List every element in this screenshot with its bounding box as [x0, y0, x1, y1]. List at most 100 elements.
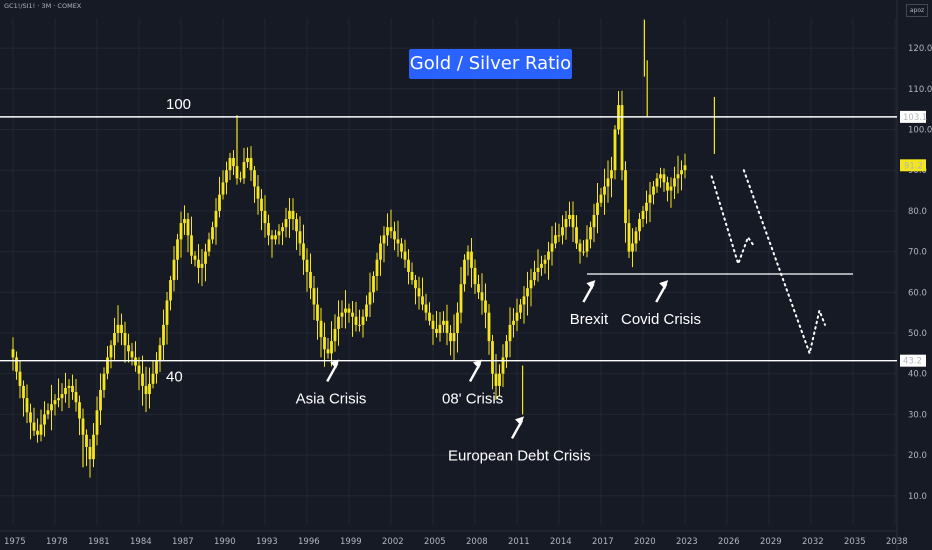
y-tick-label: 30.0	[908, 410, 927, 420]
candle-body	[487, 312, 491, 342]
y-tick-label: 70.0	[908, 248, 927, 258]
candle-body	[158, 345, 162, 362]
candle-body	[288, 210, 291, 220]
candle-body	[365, 304, 368, 317]
x-tick-label: 2002	[382, 537, 404, 547]
candle-body	[130, 351, 134, 358]
candle-body	[239, 178, 242, 180]
level-label-100: 100	[166, 96, 191, 113]
candle-body	[431, 320, 435, 329]
candle-body	[550, 243, 554, 252]
candle-body	[64, 387, 67, 395]
candle-body	[683, 165, 687, 171]
x-tick-label: 1981	[88, 537, 110, 547]
candle-body	[515, 312, 519, 321]
annotation-label: Brexit	[570, 311, 609, 328]
candle-body	[631, 243, 634, 252]
candle-body	[445, 320, 449, 333]
candle-body	[627, 223, 631, 252]
current-price-tag: 91.2	[904, 161, 923, 171]
candle-body	[396, 239, 400, 244]
candle-body	[610, 170, 613, 179]
x-tick-label: 1975	[4, 537, 26, 547]
candle-body	[179, 223, 183, 240]
y-tick-label: 50.0	[908, 329, 927, 339]
candle-body	[452, 333, 456, 342]
candle-body	[389, 227, 393, 232]
candle-body	[284, 219, 288, 228]
candle-body	[421, 296, 424, 305]
annotation-arrowhead	[515, 416, 524, 426]
candle-body	[333, 328, 337, 342]
x-tick-label: 2029	[760, 537, 782, 547]
candle-body	[393, 231, 396, 240]
candle-body	[449, 333, 452, 342]
candle-body	[25, 398, 29, 413]
x-tick-label: 2017	[592, 537, 614, 547]
candle-body	[298, 231, 302, 244]
candle-body	[410, 271, 414, 281]
candle-body	[606, 178, 610, 187]
candle-body	[382, 235, 386, 244]
price-tag-43.2: 43.2	[903, 357, 922, 367]
annotation-label: European Debt Crisis	[448, 447, 591, 464]
candle-body	[400, 243, 403, 252]
candle-body	[46, 410, 50, 415]
candle-body	[221, 182, 225, 195]
candle-body	[613, 129, 617, 171]
level-label-40: 40	[166, 369, 183, 386]
symbol-label: GC1!/SI1! · 3M · COMEX	[4, 2, 82, 10]
y-tick-label: 60.0	[908, 288, 927, 298]
candle-body	[242, 162, 246, 179]
candle-body	[225, 170, 228, 183]
candle-body	[547, 251, 550, 260]
candle-body	[186, 219, 190, 236]
candle-body	[211, 227, 214, 240]
candle-body	[501, 357, 505, 374]
price-tag-bg	[900, 354, 926, 367]
candle-body	[95, 410, 99, 435]
candle-body	[60, 394, 64, 399]
candle-body	[680, 170, 683, 175]
candle-body	[32, 422, 36, 431]
annotation-label: Asia Crisis	[296, 390, 367, 407]
candle-body	[295, 219, 298, 232]
candle-body	[113, 333, 116, 346]
candle-body	[638, 219, 641, 232]
candle-body	[662, 174, 666, 183]
candle-body	[106, 357, 109, 374]
current-price-tag-bg	[900, 159, 926, 172]
candle-body	[354, 316, 358, 325]
candle-body	[666, 182, 669, 191]
candle-body	[428, 312, 431, 321]
candle-body	[316, 304, 319, 321]
candle-body	[176, 239, 179, 260]
candle-body	[361, 316, 365, 325]
scale-button[interactable]: apoz	[906, 4, 928, 17]
candle-body	[344, 308, 347, 313]
candle-body	[589, 227, 592, 240]
x-tick-label: 2008	[466, 537, 488, 547]
candle-body	[648, 194, 652, 203]
candle-body	[417, 288, 421, 297]
candle-body	[169, 280, 172, 301]
candle-body	[36, 430, 39, 435]
candle-body	[88, 446, 92, 460]
candle-body	[526, 288, 529, 297]
candle-body	[459, 284, 463, 313]
candle-body	[92, 434, 95, 460]
candle-body	[575, 227, 578, 244]
candle-body	[347, 308, 351, 313]
candle-body	[309, 271, 312, 289]
candle-body	[277, 231, 281, 236]
candle-body	[473, 267, 477, 285]
candle-body	[228, 157, 232, 171]
candle-body	[67, 385, 71, 388]
candle-body	[193, 255, 197, 260]
x-tick-label: 2014	[550, 537, 572, 547]
candle-body	[652, 186, 655, 195]
candle-body	[571, 214, 575, 228]
candle-body	[148, 383, 151, 395]
candle-body	[435, 328, 438, 333]
